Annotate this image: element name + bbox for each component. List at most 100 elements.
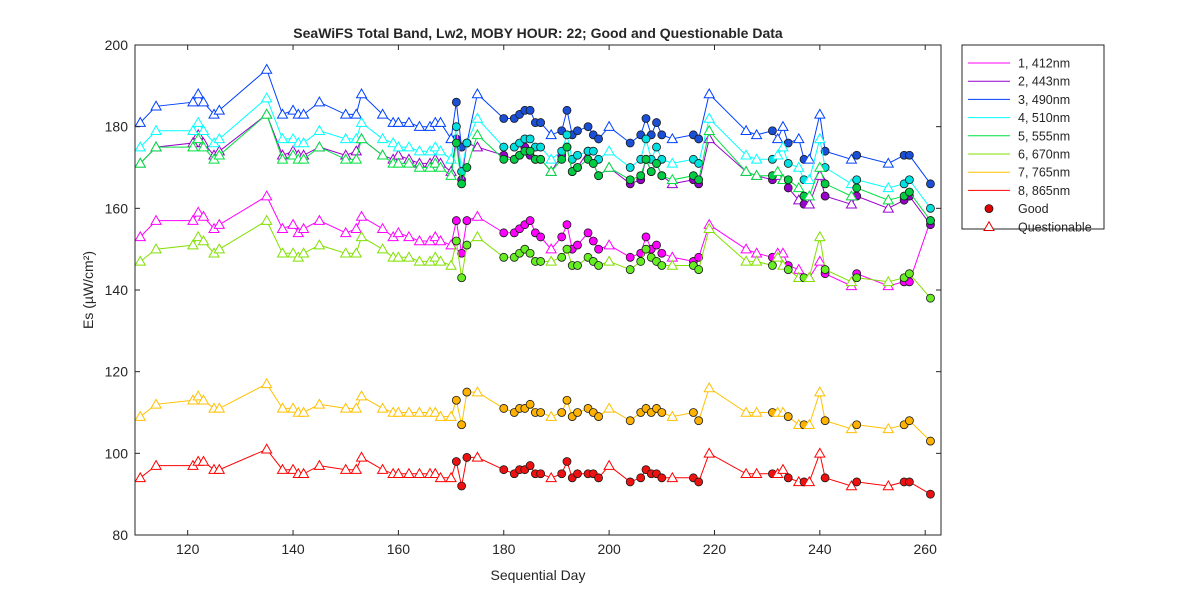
questionable-point bbox=[197, 96, 210, 107]
questionable-point bbox=[339, 153, 352, 164]
questionable-point bbox=[740, 406, 752, 417]
questionable-point bbox=[750, 153, 763, 164]
good-point bbox=[641, 244, 651, 254]
legend-label: Questionable bbox=[1018, 220, 1092, 234]
good-point bbox=[499, 114, 509, 123]
good-point bbox=[451, 138, 461, 148]
questionable-point bbox=[376, 132, 389, 144]
questionable-point bbox=[603, 120, 615, 131]
questionable-point bbox=[197, 124, 210, 135]
questionable-point bbox=[276, 222, 289, 233]
questionable-point bbox=[192, 116, 205, 127]
questionable-point bbox=[297, 222, 310, 233]
good-point bbox=[657, 248, 667, 258]
series-4 bbox=[134, 92, 935, 213]
questionable-point bbox=[260, 443, 273, 454]
good-point bbox=[462, 138, 472, 148]
questionable-point bbox=[339, 402, 352, 413]
questionable-point bbox=[413, 406, 426, 417]
questionable-point bbox=[339, 463, 352, 474]
questionable-point bbox=[429, 406, 442, 417]
questionable-point bbox=[434, 471, 447, 483]
questionable-point bbox=[287, 104, 299, 115]
questionable-point bbox=[339, 108, 352, 119]
questionable-point bbox=[313, 214, 326, 225]
questionable-point bbox=[403, 467, 415, 478]
good-point bbox=[852, 183, 862, 193]
good-point bbox=[904, 269, 914, 279]
questionable-point bbox=[376, 402, 389, 413]
questionable-point bbox=[134, 116, 147, 127]
questionable-point bbox=[350, 402, 363, 413]
good-point bbox=[652, 118, 661, 127]
questionable-point bbox=[313, 141, 326, 152]
questionable-point bbox=[260, 92, 273, 103]
good-point bbox=[926, 436, 935, 446]
questionable-point bbox=[803, 418, 816, 429]
questionable-point bbox=[803, 475, 816, 487]
questionable-point bbox=[603, 402, 615, 413]
good-point bbox=[557, 408, 567, 417]
good-point bbox=[641, 114, 651, 123]
questionable-point bbox=[740, 255, 752, 266]
x-tick-label: 200 bbox=[597, 541, 621, 557]
good-point bbox=[657, 171, 667, 181]
good-point bbox=[451, 216, 461, 225]
x-tick-label: 180 bbox=[492, 541, 516, 557]
questionable-point bbox=[392, 467, 405, 478]
questionable-point bbox=[845, 275, 858, 287]
questionable-point bbox=[192, 230, 205, 242]
questionable-point bbox=[703, 447, 716, 458]
good-point bbox=[499, 465, 509, 475]
good-point bbox=[462, 240, 472, 250]
good-point bbox=[462, 163, 472, 172]
questionable-point bbox=[276, 132, 289, 144]
questionable-point bbox=[703, 124, 716, 135]
questionable-point bbox=[260, 63, 273, 74]
good-point bbox=[462, 216, 472, 225]
good-point bbox=[583, 228, 593, 238]
good-point bbox=[926, 216, 935, 225]
questionable-point bbox=[882, 479, 895, 491]
questionable-point bbox=[471, 451, 484, 462]
questionable-point bbox=[750, 255, 763, 266]
questionable-point bbox=[434, 116, 447, 127]
y-tick-label: 80 bbox=[112, 527, 128, 543]
good-point bbox=[457, 481, 467, 491]
good-point bbox=[646, 167, 656, 176]
good-point bbox=[820, 473, 830, 483]
questionable-point bbox=[666, 157, 679, 168]
good-point bbox=[451, 457, 461, 466]
good-point bbox=[573, 126, 582, 136]
questionable-point bbox=[392, 226, 405, 238]
y-tick-label: 140 bbox=[105, 282, 129, 298]
y-tick-label: 200 bbox=[105, 37, 129, 53]
questionable-point bbox=[187, 239, 199, 250]
good-point bbox=[904, 187, 914, 197]
good-point bbox=[852, 273, 862, 283]
good-point bbox=[652, 159, 661, 168]
questionable-point bbox=[392, 251, 405, 262]
good-point bbox=[783, 159, 793, 168]
good-point bbox=[904, 150, 914, 160]
questionable-point bbox=[429, 467, 442, 478]
questionable-point bbox=[403, 251, 415, 262]
good-point bbox=[451, 236, 461, 246]
questionable-point bbox=[287, 149, 299, 160]
good-point bbox=[641, 134, 651, 144]
questionable-point bbox=[777, 141, 789, 152]
questionable-point bbox=[813, 230, 826, 242]
questionable-point bbox=[313, 398, 326, 409]
good-point bbox=[636, 257, 646, 266]
good-point bbox=[499, 154, 509, 164]
questionable-point bbox=[545, 128, 558, 140]
good-point bbox=[525, 134, 535, 144]
questionable-point bbox=[434, 145, 447, 156]
good-point bbox=[820, 265, 830, 274]
y-tick-label: 160 bbox=[105, 200, 129, 216]
y-tick-label: 180 bbox=[105, 119, 129, 135]
questionable-point bbox=[134, 230, 147, 242]
series-1 bbox=[134, 190, 935, 291]
questionable-point bbox=[803, 198, 816, 209]
legend-box bbox=[961, 44, 1105, 230]
